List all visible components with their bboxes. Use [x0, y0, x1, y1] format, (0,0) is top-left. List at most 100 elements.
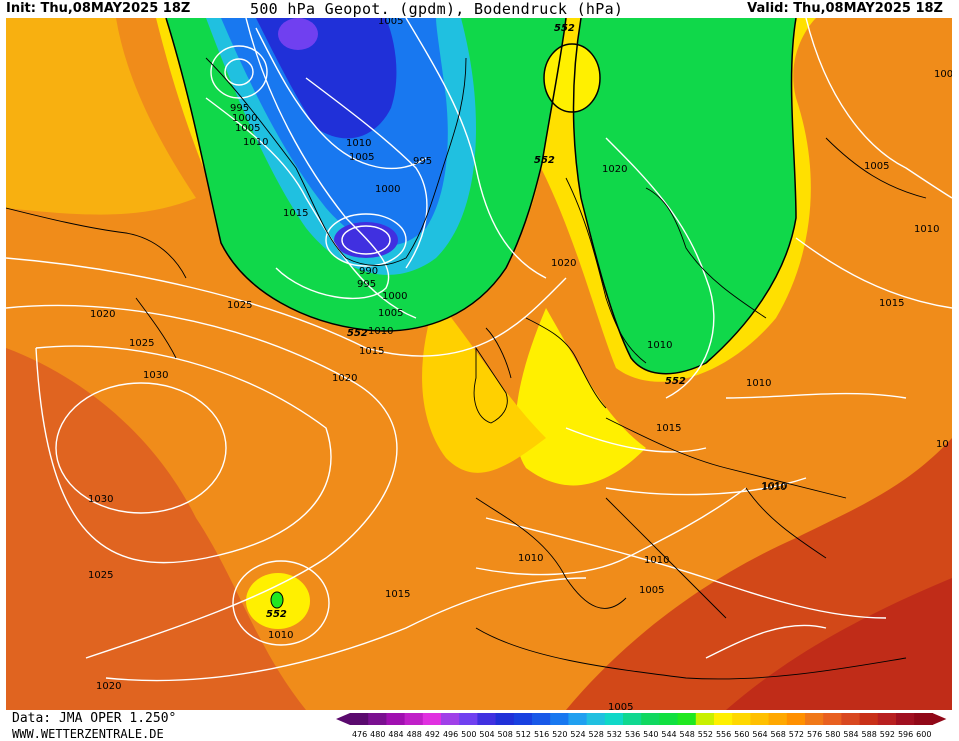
- colorbar-swatch: [659, 713, 679, 725]
- isobar-label: 1015: [879, 298, 904, 309]
- colorbar-swatch: [896, 713, 915, 725]
- field-yellow-europe: [515, 308, 646, 486]
- colorbar-tick-label: 584: [843, 730, 858, 739]
- isobar-label: 1010: [268, 630, 293, 641]
- map-title: 500 hPa Geopot. (gpdm), Bodendruck (hPa): [250, 0, 624, 18]
- isobar-label: 1015: [359, 346, 384, 357]
- colorbar-tick-label: 476: [352, 730, 367, 739]
- colorbar-swatch: [586, 713, 606, 725]
- isobar-label: 100: [934, 69, 952, 80]
- isobar-label: 1020: [90, 309, 115, 320]
- trough-east: [573, 18, 796, 374]
- colorbar-swatch: [386, 713, 406, 725]
- label-552-svalbard: 552: [554, 23, 575, 34]
- colorbar-swatch: [550, 713, 569, 725]
- isobar-label: 1010: [243, 137, 268, 148]
- colorbar-tick-label: 512: [516, 730, 531, 739]
- field-red-southwest: [6, 348, 306, 710]
- colorbar-ticks: 476 480 484 488 492 496 500 504 508 512 516 520 524 5…: [352, 730, 931, 739]
- colorbar-tick-label: 528: [589, 730, 604, 739]
- label-552-iceland: 552: [347, 328, 368, 339]
- isobar-label: 1010: [914, 224, 939, 235]
- isobar-label: 1020: [96, 681, 121, 692]
- colorbar-tick-label: 544: [661, 730, 676, 739]
- coastlines: [6, 57, 927, 680]
- colorbar-swatch: [368, 713, 387, 725]
- colorbar-swatch: [477, 713, 497, 725]
- colorbar-swatch: [805, 713, 824, 725]
- colorbar-tick-label: 592: [880, 730, 895, 739]
- website: WWW.WETTERZENTRALE.DE: [12, 727, 164, 741]
- isobars: [6, 18, 952, 682]
- isobar-label: 1000: [382, 291, 407, 302]
- isobar-label: 995: [413, 156, 432, 167]
- isobar-labels: 1005 995 1000 1005 1010 1010 1005 995 10…: [88, 18, 952, 710]
- isobar-label: 1005: [639, 585, 664, 596]
- isobar-label: 1005: [864, 161, 889, 172]
- colorbar-tick-label: 532: [607, 730, 622, 739]
- isobar-label: 1030: [143, 370, 168, 381]
- colorbar-tick-label: 516: [534, 730, 549, 739]
- header-bar: Init: Thu,08MAY2025 18Z 500 hPa Geopot. …: [0, 0, 959, 18]
- low-core-south: [334, 222, 398, 258]
- colorbar-tick-label: 588: [862, 730, 877, 739]
- field-amber-northwest: [6, 18, 196, 215]
- colorbar-tick-label: 488: [407, 730, 422, 739]
- colorbar-swatch: [441, 713, 460, 725]
- contour-552: [165, 18, 797, 375]
- isobar-label: 1020: [602, 164, 627, 175]
- map-canvas: 552 552 552 552 552 1005 995 1000 1005 1…: [6, 18, 952, 710]
- colorbar-swatch: [841, 713, 861, 725]
- colorbar-swatch: [768, 713, 788, 725]
- colorbar-tick-label: 548: [680, 730, 695, 739]
- isobar-label: 1010: [346, 138, 371, 149]
- colorbar-swatches: [336, 713, 947, 725]
- isobar-label: 1025: [227, 300, 252, 311]
- colorbar-tick-label: 572: [789, 730, 804, 739]
- footer-bar: Data: JMA OPER 1.250° WWW.WETTERZENTRALE…: [0, 710, 959, 741]
- isobar-label: 1030: [88, 494, 113, 505]
- isobar-label: 995: [230, 103, 249, 114]
- valid-time: Valid: Thu,08MAY2025 18Z: [747, 1, 943, 16]
- isobar-label: 1005: [235, 123, 260, 134]
- colorbar-arrow-high: [932, 713, 947, 725]
- isobar-label: 1010: [762, 481, 787, 492]
- weather-map: 552 552 552 552 552 1005 995 1000 1005 1…: [6, 18, 952, 710]
- isobar-label: 1025: [129, 338, 154, 349]
- isobar-label: 1015: [385, 589, 410, 600]
- colorbar-tick-label: 564: [752, 730, 767, 739]
- field-yellow-uk: [422, 298, 546, 473]
- isobar-label: 1020: [332, 373, 357, 384]
- colorbar-swatch: [695, 713, 715, 725]
- colorbar-swatch: [422, 713, 442, 725]
- isobar-label: 1000: [232, 113, 257, 124]
- colorbar-tick-label: 508: [498, 730, 513, 739]
- isobar-label: 1015: [283, 208, 308, 219]
- colorbar-swatch: [823, 713, 842, 725]
- colorbar-tick-label: 580: [825, 730, 840, 739]
- colorbar-tick-label: 568: [771, 730, 786, 739]
- isobar-label: 1005: [608, 702, 633, 710]
- colorbar-tick-label: 600: [916, 730, 931, 739]
- colorbar-tick-label: 524: [570, 730, 585, 739]
- colorbar-swatch: [604, 713, 624, 725]
- colorbar-swatch: [914, 713, 933, 725]
- colorbar: 476 480 484 488 492 496 500 504 508 512 516 520 524 5…: [336, 713, 947, 739]
- colorbar-swatch: [623, 713, 642, 725]
- ridge-blob: [544, 44, 600, 112]
- colorbar-tick-label: 540: [643, 730, 658, 739]
- colorbar-swatch: [677, 713, 697, 725]
- colorbar-swatch: [404, 713, 424, 725]
- colorbar-swatch: [732, 713, 751, 725]
- isobar-label: 1010: [761, 482, 786, 493]
- colorbar-tick-label: 596: [898, 730, 913, 739]
- isobar-label: 1010: [746, 378, 771, 389]
- isobar-label: 1010: [647, 340, 672, 351]
- isobar-label: 1000: [375, 184, 400, 195]
- colorbar-tick-label: 520: [552, 730, 567, 739]
- colorbar-tick-label: 492: [425, 730, 440, 739]
- cutoff-low-core: [270, 591, 284, 609]
- colorbar-swatch: [568, 713, 588, 725]
- label-552-norway: 552: [534, 155, 555, 166]
- colorbar-tick-label: 484: [388, 730, 403, 739]
